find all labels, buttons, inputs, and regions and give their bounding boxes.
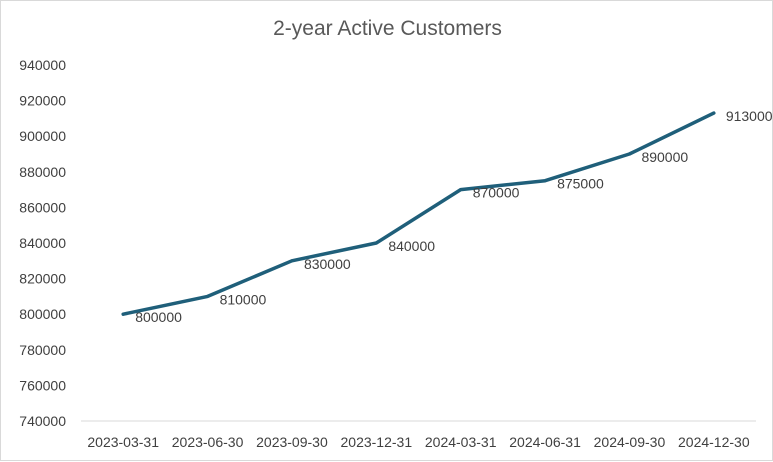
y-tick-label: 860000 [19,199,66,215]
data-point [121,312,125,316]
data-point [459,188,463,192]
data-label: 800000 [135,309,182,325]
y-tick-label: 920000 [19,93,66,109]
y-tick-label: 780000 [19,342,66,358]
y-tick-label: 840000 [19,235,66,251]
data-label: 890000 [641,149,688,165]
data-point [712,111,716,115]
x-tick-label: 2024-03-31 [425,434,497,450]
y-tick-label: 900000 [19,128,66,144]
data-label: 875000 [557,176,604,192]
data-label: 830000 [304,256,351,272]
x-tick-label: 2024-09-30 [594,434,666,450]
x-tick-label: 2023-03-31 [87,434,159,450]
x-tick-label: 2024-12-30 [678,434,750,450]
data-point [543,179,547,183]
data-label: 913000 [726,108,773,124]
y-tick-label: 760000 [19,377,66,393]
x-tick-label: 2023-09-30 [256,434,328,450]
data-point [374,241,378,245]
y-tick-label: 940000 [19,57,66,73]
x-tick-label: 2023-06-30 [172,434,244,450]
data-point [290,259,294,263]
data-point [206,294,210,298]
x-tick-label: 2024-06-31 [509,434,581,450]
data-point [627,152,631,156]
series-line [121,111,716,316]
data-label: 840000 [388,238,435,254]
chart-title: 2-year Active Customers [273,17,502,40]
y-tick-label: 880000 [19,164,66,180]
x-tick-label: 2023-12-31 [341,434,413,450]
y-tick-label: 820000 [19,271,66,287]
y-tick-label: 740000 [19,413,66,429]
y-tick-label: 800000 [19,306,66,322]
data-label: 870000 [473,185,520,201]
data-label: 810000 [220,291,267,307]
